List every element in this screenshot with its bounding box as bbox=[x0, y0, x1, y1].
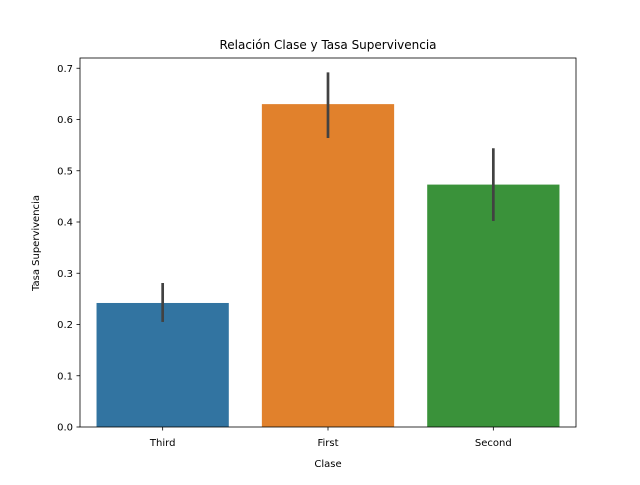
bar-first bbox=[261, 104, 395, 427]
x-axis-label: Clase bbox=[314, 459, 341, 470]
bar-third bbox=[96, 302, 229, 427]
y-tick-label: 0.5 bbox=[57, 166, 73, 177]
chart-title: Relación Clase y Tasa Supervivencia bbox=[219, 38, 436, 52]
y-tick-label: 0.4 bbox=[57, 218, 73, 229]
x-tick-label-first: First bbox=[317, 438, 338, 449]
y-tick-label: 0.7 bbox=[57, 64, 73, 75]
y-tick-label: 0.0 bbox=[57, 423, 73, 434]
y-tick-label: 0.2 bbox=[57, 320, 73, 331]
y-tick-label: 0.3 bbox=[57, 269, 73, 280]
bar-second bbox=[427, 184, 560, 427]
y-axis-label: Tasa Supervivencia bbox=[31, 195, 42, 292]
y-tick-label: 0.6 bbox=[57, 115, 73, 126]
x-tick-label-third: Third bbox=[149, 438, 176, 449]
y-tick-label: 0.1 bbox=[57, 371, 73, 382]
plot-area: 0.0 0.1 0.2 0.3 0.4 0.5 0.6 0.7 Third First Second bbox=[57, 57, 577, 449]
x-tick-label-second: Second bbox=[475, 438, 512, 449]
